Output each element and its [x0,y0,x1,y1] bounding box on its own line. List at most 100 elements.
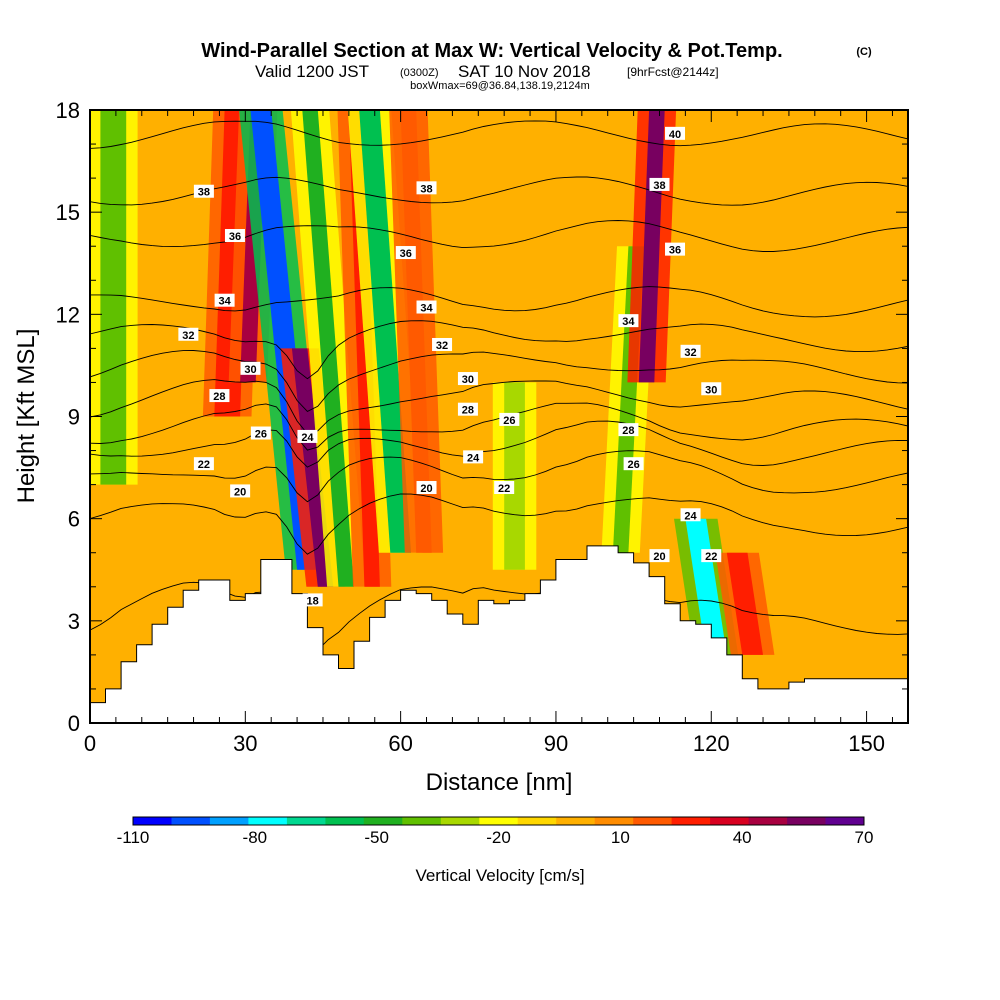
contour-label-bg-3 [178,327,199,341]
contour-label-21: 40 [669,129,681,141]
contour-label-2: 34 [218,296,231,308]
isentrope-24 [90,420,908,468]
x-axis-label: Distance [nm] [426,769,573,796]
forecast-info: [9hrFcst@2144z] [627,65,719,79]
colorbar-tick-1: -80 [243,828,268,847]
contour-label-19: 22 [498,483,510,495]
contour-label-bg-21 [665,126,686,140]
x-tick-label-3: 90 [544,731,568,756]
contour-label-0: 38 [198,187,210,199]
colorbar-swatch-0 [133,817,172,825]
contour-label-bg-23 [665,242,686,256]
isentrope-30 [90,350,908,412]
colorbar-swatch-15 [710,817,750,825]
contour-label-bg-14 [432,337,453,351]
colorbar-swatch-18 [825,817,865,825]
chart-title: Wind-Parallel Section at Max W: Vertical… [201,40,782,62]
contour-label-bg-7 [297,429,318,443]
colorbar-swatch-17 [787,817,827,825]
x-tick-label-5: 150 [848,731,885,756]
contour-label-8: 22 [198,459,210,471]
colorbar-swatch-4 [286,817,326,825]
contour-label-bg-29 [680,508,701,522]
contour-label-bg-5 [209,389,230,403]
contour-label-bg-20 [416,481,437,495]
copyright-mark: (C) [856,46,872,58]
contour-label-1: 36 [229,231,241,243]
contour-label-17: 26 [503,415,515,427]
contour-label-bg-4 [240,361,261,375]
contour-label-bg-6 [250,426,271,440]
contour-label-30: 22 [705,551,717,563]
y-tick-label-4: 12 [56,302,80,327]
colorbar-frame [132,816,865,826]
valid-date: SAT 10 Nov 2018 [458,62,591,81]
isentrope-22 [90,450,908,503]
contour-label-12: 36 [400,248,412,260]
colorbar-swatch-1 [171,817,211,825]
contour-label-bg-9 [230,484,251,498]
y-tick-label-2: 6 [68,507,80,532]
contour-label-bg-30 [701,549,722,563]
valid-utc: (0300Z) [400,67,439,79]
colorbar-swatch-2 [209,817,249,825]
colorbar-swatch-14 [671,817,711,825]
contour-label-16: 28 [462,405,474,417]
contour-label-bg-16 [457,402,478,416]
contour-label-bg-11 [416,181,437,195]
y-tick-label-6: 18 [56,98,80,123]
contour-label-11: 38 [420,183,432,195]
contour-label-bg-0 [193,184,214,198]
x-tick-label-0: 0 [84,731,96,756]
colorbar-swatch-9 [479,817,519,825]
contour-label-10: 18 [306,595,318,607]
colorbar-swatch-13 [633,817,673,825]
y-tick-label-1: 3 [68,609,80,634]
colorbar-tick-5: 40 [733,828,752,847]
x-tick-label-2: 60 [388,731,412,756]
terrain-profile [90,545,908,723]
colorbar-swatch-12 [594,817,634,825]
terrain-mask [90,545,908,723]
contour-label-28: 26 [627,459,639,471]
colorbar-swatch-6 [363,817,403,825]
contour-label-5: 28 [213,391,225,403]
contour-label-27: 28 [622,425,634,437]
contour-label-bg-26 [701,382,722,396]
contour-label-bg-10 [302,593,323,607]
isentrope-38 [90,176,908,206]
isentrope-32 [90,320,908,380]
velocity-band-5 [302,110,354,587]
isentrope-lines [90,120,908,653]
contour-label-bg-15 [457,372,478,386]
y-tick-label-3: 9 [68,405,80,430]
contour-label-bg-8 [193,457,214,471]
contour-label-bg-27 [618,423,639,437]
contour-label-15: 30 [462,374,474,386]
colorbar-tick-4: 10 [611,828,630,847]
colorbar-swatch-5 [325,817,365,825]
contour-label-25: 32 [684,347,696,359]
x-tick-label-1: 30 [233,731,257,756]
velocity-band-13 [726,552,763,655]
colorbar-label: Vertical Velocity [cm/s] [415,866,584,885]
isentrope-34 [90,286,908,318]
contour-label-bg-31 [649,549,670,563]
contour-label-7: 24 [301,432,314,444]
contour-label-14: 32 [436,340,448,352]
plot-area: 38 36 34 32 30 28 26 24 22 20 18 38 36 34 32 30 28 26 24 22… [90,110,908,723]
contour-label-20: 20 [420,483,432,495]
contour-label-23: 36 [669,245,681,257]
colorbar-tick-6: 70 [855,828,874,847]
colorbar: -110 -80 -50 -20 10 40 70 [117,816,874,847]
isentrope-26 [90,402,908,451]
y-tick-label-5: 15 [56,200,80,225]
contour-label-bg-12 [395,246,416,260]
isentrope-40 [90,120,908,149]
contour-label-bg-18 [463,450,484,464]
contour-label-22: 38 [653,180,665,192]
contour-label-bg-24 [618,314,639,328]
contour-labels: 38 36 34 32 30 28 26 24 22 20 18 38 36 34 32 30 28 26 24 22… [178,126,722,607]
colorbar-tick-3: -20 [486,828,511,847]
